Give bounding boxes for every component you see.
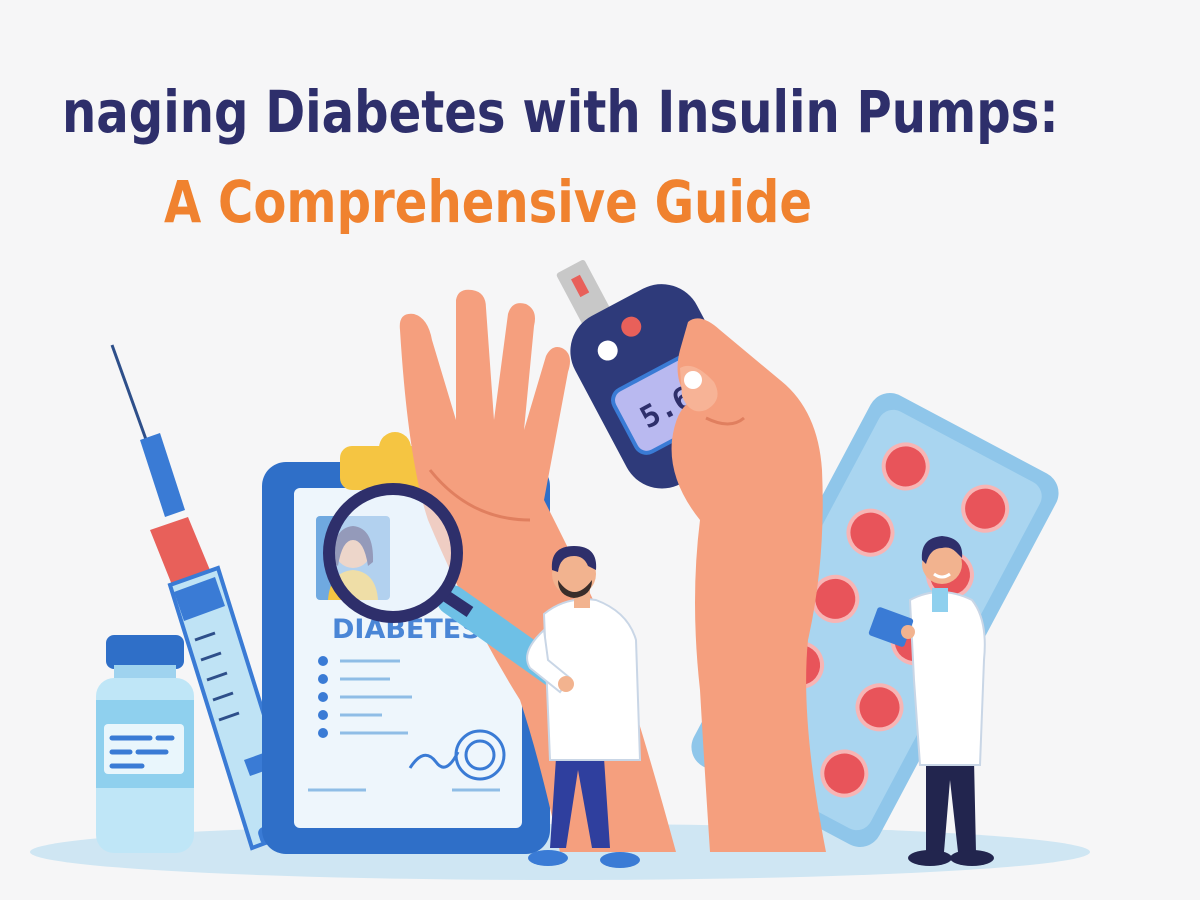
stamp-icon (408, 729, 506, 781)
doctor-with-tablet (868, 536, 994, 866)
headline-line-2: A Comprehensive Guide (164, 168, 812, 236)
headline-line-1: naging Diabetes with Insulin Pumps: (62, 78, 1059, 146)
holding-hand-icon (671, 318, 826, 852)
doctor-holding-magnifier (526, 546, 642, 868)
insulin-vial-icon (96, 635, 194, 853)
